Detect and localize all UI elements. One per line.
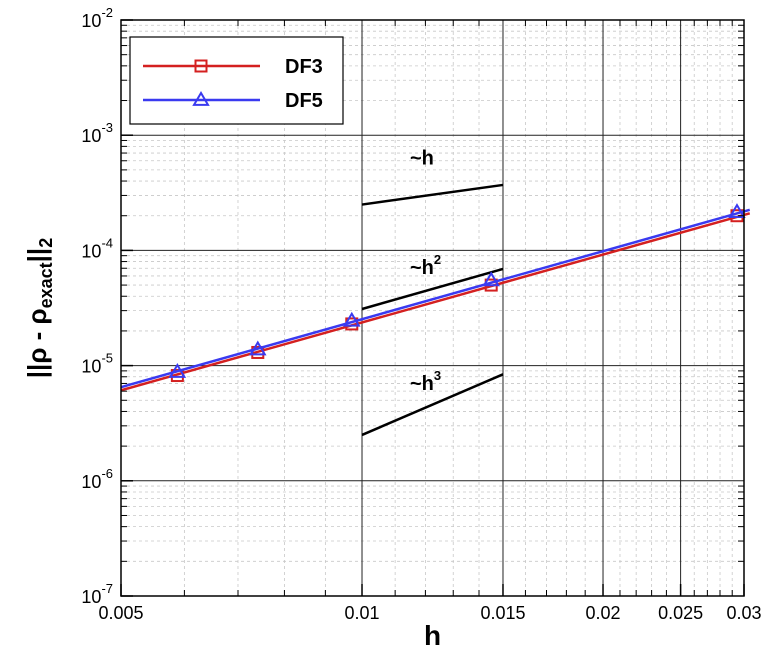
y-tick-label: 10-2	[81, 5, 113, 31]
series-df5	[120, 203, 751, 389]
y-tick-label-base: 10	[81, 357, 101, 377]
triangle-marker	[343, 311, 361, 327]
x-tick-label: 0.01	[344, 603, 379, 623]
series-line	[120, 212, 751, 392]
reference-line-label: ~h2	[410, 252, 441, 279]
reference-label-exponent: 2	[434, 252, 441, 267]
y-tick-label: 10-7	[81, 581, 113, 607]
reference-line	[361, 267, 504, 311]
axis-ticks	[120, 19, 745, 597]
reference-label-base: ~h	[410, 148, 434, 170]
y-axis-title-suffix: ||	[22, 248, 52, 263]
legend-label: DF3	[285, 56, 323, 78]
reference-slope-lines: ~h~h2~h3	[361, 148, 504, 437]
y-axis-title: ||ρ - ρexact||2	[22, 238, 56, 378]
triangle-marker	[728, 203, 746, 219]
y-tick-label-exponent: -4	[101, 235, 113, 250]
triangle-marker	[249, 340, 267, 356]
y-tick-label: 10-6	[81, 466, 113, 492]
x-tick-label: 0.005	[98, 603, 143, 623]
x-axis-title: h	[424, 620, 441, 651]
x-tick-label: 0.015	[480, 603, 525, 623]
reference-label-base: ~h	[410, 257, 434, 279]
y-tick-label-exponent: -3	[101, 120, 113, 135]
reference-label-base: ~h	[410, 373, 434, 395]
y-tick-label-base: 10	[81, 126, 101, 146]
y-tick-label-base: 10	[81, 241, 101, 261]
legend-entries: DF3 DF5	[143, 56, 323, 112]
y-tick-label-base: 10	[81, 587, 101, 607]
y-tick-label-exponent: -7	[101, 581, 113, 596]
reference-line-label: ~h	[410, 148, 434, 170]
y-tick-label: 10-3	[81, 120, 113, 146]
y-tick-label-base: 10	[81, 11, 101, 31]
y-tick-label-exponent: -5	[101, 351, 113, 366]
series-layer	[120, 203, 751, 392]
legend-entry-df5: DF5	[143, 90, 323, 112]
triangle-marker	[482, 271, 500, 287]
reference-line	[361, 183, 504, 206]
x-tick-label: 0.025	[658, 603, 703, 623]
y-axis-title-subscript: exact	[36, 262, 56, 308]
triangle-marker	[168, 363, 187, 378]
legend-label: DF5	[285, 90, 323, 112]
y-tick-label: 10-5	[81, 351, 113, 377]
y-axis-title-prefix: ||ρ - ρ	[22, 308, 52, 378]
y-tick-label-exponent: -6	[101, 466, 113, 481]
x-tick-labels: 0.005 0.01 0.015 0.02 0.025 0.03	[98, 603, 761, 623]
reference-label-exponent: 3	[434, 368, 441, 383]
y-tick-label-exponent: -2	[101, 5, 113, 20]
x-tick-label: 0.03	[726, 603, 761, 623]
y-tick-labels: 10-710-610-510-410-310-2	[81, 5, 113, 607]
square-marker	[194, 59, 208, 73]
reference-line-label: ~h3	[410, 368, 441, 395]
y-tick-label-base: 10	[81, 472, 101, 492]
y-tick-label: 10-4	[81, 235, 113, 261]
legend: DF3 DF5	[129, 36, 344, 125]
plot-frame	[120, 19, 745, 597]
triangle-marker	[192, 91, 210, 106]
legend-entry-df3: DF3	[143, 56, 323, 78]
legend-box	[129, 36, 344, 125]
series-line	[120, 208, 751, 389]
x-tick-label: 0.02	[585, 603, 620, 623]
reference-line	[361, 373, 504, 437]
y-axis-title-suffix-subscript: 2	[36, 238, 56, 248]
